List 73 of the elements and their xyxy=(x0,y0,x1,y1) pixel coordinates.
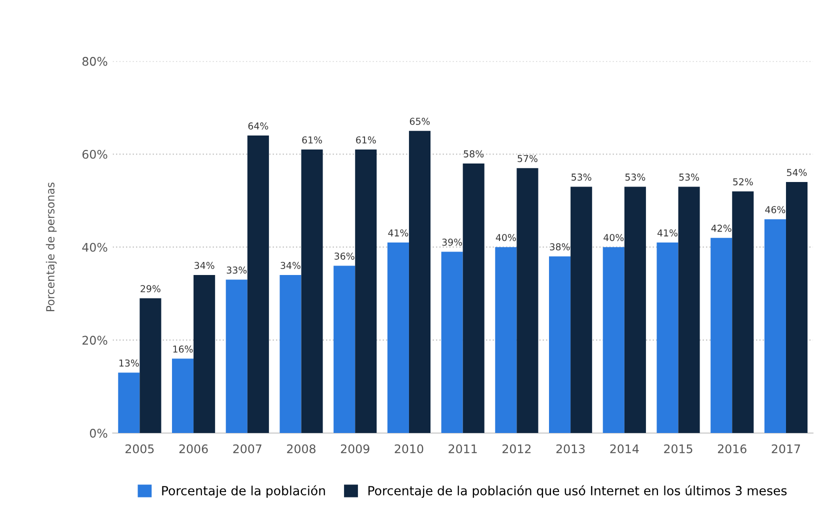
y-tick-label: 0% xyxy=(90,428,108,438)
data-label: 40% xyxy=(604,234,624,242)
bar xyxy=(549,256,571,434)
x-tick-label: 2015 xyxy=(664,444,692,454)
data-label: 53% xyxy=(625,174,646,181)
legend-label: Porcentaje de la población que usó Internet en los últimos 3 meses xyxy=(368,485,787,498)
data-label: 53% xyxy=(679,174,700,181)
x-tick-label: 2013 xyxy=(556,444,585,454)
x-tick-label: 2017 xyxy=(772,444,800,454)
bar xyxy=(118,372,140,434)
data-label: 53% xyxy=(572,174,592,181)
bar xyxy=(194,275,216,434)
bar xyxy=(570,186,592,434)
bar xyxy=(516,168,538,434)
data-label: 34% xyxy=(280,262,300,270)
x-tick-label: 2016 xyxy=(718,444,746,454)
bar xyxy=(656,242,678,434)
bar xyxy=(301,150,323,434)
bar xyxy=(334,266,356,434)
data-label: 38% xyxy=(550,243,570,250)
data-label: 33% xyxy=(226,266,247,274)
bar xyxy=(247,136,269,434)
data-label: 61% xyxy=(356,136,376,144)
bar xyxy=(624,186,646,434)
bar xyxy=(140,298,162,434)
bar xyxy=(710,238,732,434)
bar xyxy=(495,247,517,434)
x-tick-label: 2012 xyxy=(502,444,531,454)
x-tick-label: 2014 xyxy=(610,444,639,454)
data-label: 39% xyxy=(442,238,462,246)
bar xyxy=(602,247,624,434)
x-tick-label: 2006 xyxy=(179,444,208,454)
x-tick-label: 2010 xyxy=(394,444,424,454)
y-tick-label: 80% xyxy=(82,56,108,66)
legend-label: Porcentaje de la población xyxy=(162,485,325,498)
x-tick-label: 2009 xyxy=(340,444,370,454)
data-label: 41% xyxy=(657,229,678,236)
y-tick-label: 20% xyxy=(82,336,108,345)
y-axis-title: Porcentaje de personas xyxy=(46,182,57,312)
data-label: 58% xyxy=(464,150,484,158)
x-tick-label: 2008 xyxy=(287,444,316,454)
bar xyxy=(408,130,431,434)
data-label: 42% xyxy=(711,224,732,232)
data-label: 52% xyxy=(733,178,753,186)
x-tick-label: 2011 xyxy=(448,444,477,454)
data-label: 65% xyxy=(410,118,430,125)
bar xyxy=(441,252,463,434)
bar xyxy=(786,182,808,434)
y-tick-label: 60% xyxy=(82,150,108,159)
data-label: 13% xyxy=(119,359,139,367)
data-label: 54% xyxy=(786,168,807,176)
bar xyxy=(280,275,302,434)
bar xyxy=(732,191,754,434)
x-tick-label: 2007 xyxy=(233,444,262,454)
bar xyxy=(387,242,409,434)
data-label: 29% xyxy=(140,285,160,292)
data-label: 61% xyxy=(302,136,322,144)
bar xyxy=(226,280,248,434)
x-tick-label: 2005 xyxy=(126,444,154,454)
bar xyxy=(764,219,786,434)
bar xyxy=(462,163,484,434)
data-label: 34% xyxy=(194,262,214,270)
bar xyxy=(678,186,700,434)
data-label: 36% xyxy=(334,252,354,260)
data-label: 46% xyxy=(765,206,786,214)
data-label: 57% xyxy=(518,154,538,162)
bar xyxy=(355,150,377,434)
data-label: 41% xyxy=(388,229,408,236)
bar xyxy=(172,358,194,434)
data-label: 64% xyxy=(248,122,268,130)
data-label: 16% xyxy=(173,346,193,353)
data-label: 40% xyxy=(496,234,516,242)
y-tick-label: 40% xyxy=(82,242,108,252)
